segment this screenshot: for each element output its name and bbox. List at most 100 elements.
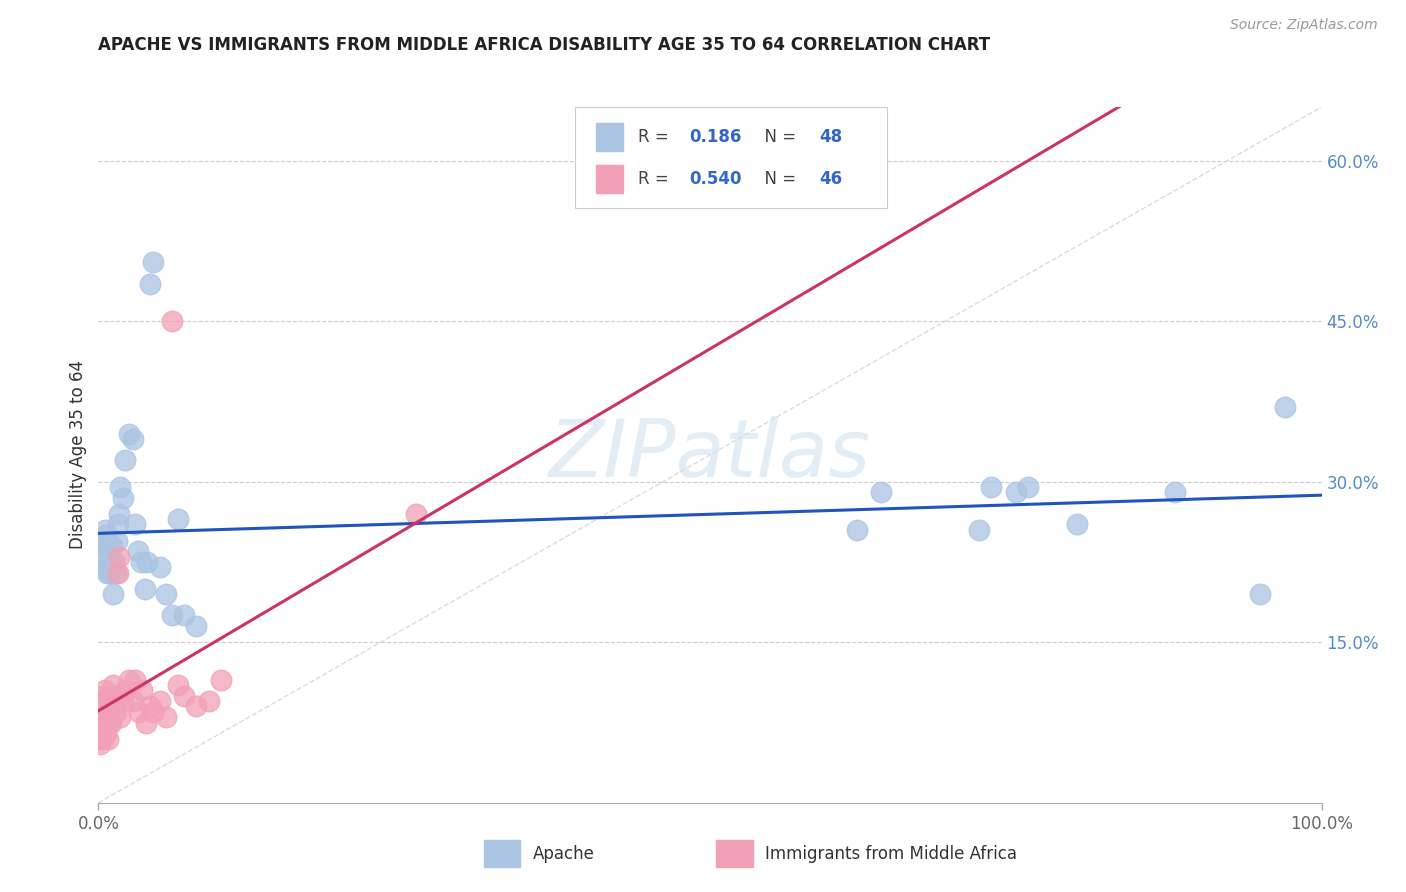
Point [91, 694, 114, 708]
Point [114, 683, 136, 698]
Point [1249, 587, 1271, 601]
FancyBboxPatch shape [596, 165, 623, 193]
Point [90, 731, 112, 746]
Text: 48: 48 [818, 128, 842, 146]
Point [101, 678, 124, 692]
Point [96, 566, 118, 580]
Y-axis label: Disability Age 35 to 64: Disability Age 35 to 64 [69, 360, 87, 549]
Point [91, 689, 114, 703]
Point [104, 566, 127, 580]
Text: R =: R = [638, 169, 673, 187]
Point [124, 673, 146, 687]
Point [134, 582, 156, 596]
Point [101, 539, 124, 553]
Point [142, 255, 165, 269]
Point [149, 694, 172, 708]
Point [209, 673, 232, 687]
Point [107, 566, 129, 580]
FancyBboxPatch shape [596, 123, 623, 151]
Point [980, 480, 1002, 494]
Point [100, 694, 122, 708]
Point [1066, 517, 1088, 532]
Point [94, 726, 117, 740]
Point [98, 705, 121, 719]
Point [100, 555, 122, 569]
Point [104, 705, 127, 719]
Point [136, 555, 159, 569]
Point [91, 533, 114, 548]
Point [149, 560, 172, 574]
Point [96, 544, 118, 558]
Point [131, 683, 153, 698]
Point [139, 699, 162, 714]
Text: N =: N = [754, 128, 801, 146]
Point [91, 539, 114, 553]
Point [98, 539, 121, 553]
Point [96, 715, 118, 730]
Point [93, 549, 115, 564]
FancyBboxPatch shape [575, 107, 887, 208]
Point [93, 683, 115, 698]
Point [167, 512, 190, 526]
Point [96, 694, 118, 708]
Text: 0.186: 0.186 [689, 128, 741, 146]
Point [186, 619, 208, 633]
Point [160, 608, 183, 623]
Text: ZIPatlas: ZIPatlas [548, 416, 872, 494]
Point [91, 721, 114, 735]
Point [89, 737, 111, 751]
Point [105, 533, 128, 548]
Text: 0.540: 0.540 [689, 169, 742, 187]
Point [111, 694, 134, 708]
Point [121, 694, 143, 708]
Point [98, 715, 121, 730]
Point [98, 566, 121, 580]
Point [97, 560, 120, 574]
Text: Apache: Apache [533, 845, 595, 863]
Point [186, 699, 208, 714]
Point [197, 694, 219, 708]
Text: R =: R = [638, 128, 673, 146]
Point [93, 715, 115, 730]
Point [128, 705, 150, 719]
Point [110, 480, 132, 494]
Point [94, 699, 117, 714]
Point [129, 555, 152, 569]
Point [135, 715, 157, 730]
Point [127, 544, 149, 558]
Point [155, 587, 177, 601]
Point [111, 491, 134, 505]
Point [139, 277, 162, 291]
Point [173, 689, 195, 703]
Point [101, 587, 124, 601]
Point [118, 426, 141, 441]
Point [155, 710, 177, 724]
Point [160, 314, 183, 328]
Point [107, 517, 129, 532]
Point [105, 689, 128, 703]
Point [103, 699, 125, 714]
Text: N =: N = [754, 169, 801, 187]
Point [1017, 480, 1039, 494]
Point [114, 453, 136, 467]
Point [405, 507, 427, 521]
Point [1004, 485, 1026, 500]
Point [124, 517, 146, 532]
Point [173, 608, 195, 623]
Point [103, 555, 125, 569]
Point [1164, 485, 1187, 500]
Point [101, 689, 124, 703]
Point [91, 731, 114, 746]
Text: 46: 46 [818, 169, 842, 187]
Point [110, 710, 132, 724]
Point [167, 678, 190, 692]
Point [100, 715, 122, 730]
Point [870, 485, 893, 500]
Point [967, 523, 990, 537]
Point [1274, 400, 1296, 414]
Text: Immigrants from Middle Africa: Immigrants from Middle Africa [765, 845, 1017, 863]
FancyBboxPatch shape [484, 840, 520, 867]
Point [142, 705, 165, 719]
Point [118, 673, 141, 687]
Point [90, 699, 112, 714]
